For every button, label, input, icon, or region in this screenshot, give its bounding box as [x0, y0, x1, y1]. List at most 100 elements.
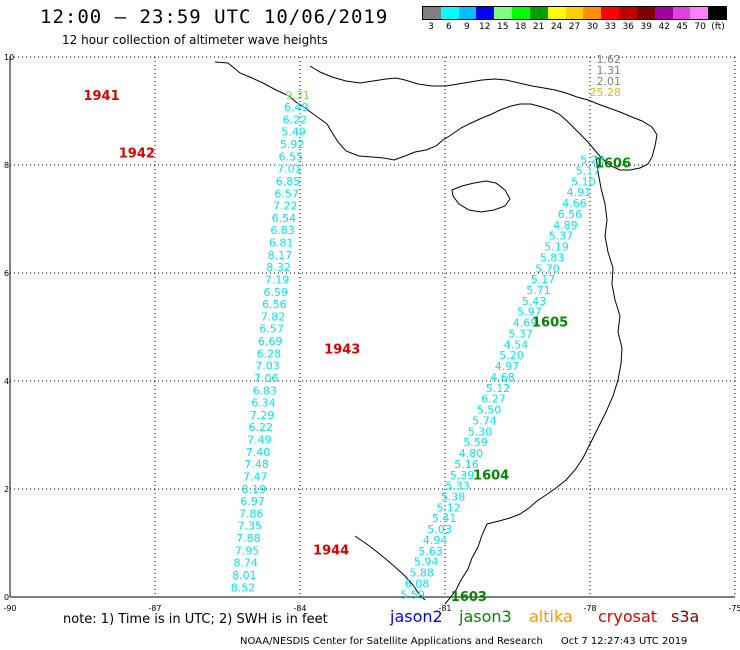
- scale-label: (ft): [711, 22, 725, 32]
- track-value: 5.30: [468, 425, 493, 438]
- coastline: [214, 61, 658, 605]
- legend-cryosat: cryosat: [598, 607, 658, 626]
- track-value: 5.74: [472, 414, 497, 427]
- track-value: 7.40: [246, 446, 271, 459]
- track-value: 5.12: [436, 501, 461, 514]
- track-value: 5.70: [535, 262, 560, 275]
- track-value: 5.59: [463, 436, 488, 449]
- scale-label: 42: [658, 22, 670, 32]
- track-value: 5.97: [517, 306, 542, 319]
- x-tick-label: -78: [583, 604, 596, 613]
- track-value: 6.57: [259, 323, 284, 336]
- track-value: 5.50: [477, 404, 502, 417]
- track-value: 5.38: [441, 490, 466, 503]
- y-tick-label: 10: [4, 53, 14, 62]
- scale-swatch: [619, 7, 637, 19]
- track-value: 5.92: [280, 138, 305, 151]
- time-label: 1606: [595, 156, 631, 171]
- track-value: 5.43: [522, 295, 547, 308]
- scale-label: 3: [428, 22, 434, 32]
- time-label: 1941: [83, 89, 119, 104]
- altimeter-tracks: 9.316.496.225.495.926.557.016.856.577.22…: [231, 89, 605, 601]
- x-tick-label: -87: [148, 604, 161, 613]
- corner-value: 25.28: [590, 86, 622, 99]
- track-value: 6.28: [257, 347, 282, 360]
- track-value: 5.49: [281, 126, 306, 139]
- time-label: 1942: [119, 147, 155, 162]
- track-value: 5.88: [409, 567, 434, 580]
- track-value: 4.66: [562, 197, 587, 210]
- time-label: 1943: [324, 343, 360, 358]
- track-value: 7.29: [250, 409, 275, 422]
- track-value: 9.31: [285, 89, 310, 102]
- track-value: 6.56: [262, 298, 287, 311]
- track-value: 4.80: [459, 447, 484, 460]
- scale-label: 39: [640, 22, 652, 32]
- y-tick-label: 6: [4, 269, 9, 278]
- chart-subtitle: 12 hour collection of altimeter wave hei…: [62, 33, 328, 47]
- track-value: 6.56: [558, 208, 583, 221]
- credit-text: NOAA/NESDIS Center for Satellite Applica…: [240, 636, 543, 647]
- x-tick-label: -75: [728, 604, 740, 613]
- track-value: 7.01: [277, 163, 302, 176]
- scale-swatch: [494, 7, 513, 19]
- track-value: 5.16: [454, 458, 479, 471]
- track-value: 7.95: [235, 544, 260, 557]
- scale-swatch: [601, 7, 620, 19]
- coastline-east: [486, 155, 623, 525]
- credit-timestamp: Oct 7 12:27:43 UTC 2019: [560, 636, 688, 647]
- grid-lines: [9, 56, 736, 598]
- track-value: 5.17: [531, 273, 556, 286]
- track-value: 4.54: [504, 338, 529, 351]
- track-value: 6.22: [248, 421, 273, 434]
- track-value: 4.94: [423, 534, 448, 547]
- track-value: 8.19: [242, 483, 267, 496]
- track-value: 6.97: [240, 495, 265, 508]
- track-value: 6.57: [274, 187, 299, 200]
- scale-swatch: [690, 7, 709, 19]
- color-scale-legend: 3 6 9 12 15 18 21 24 27 30 33 36 39 42 45 70 (ft): [422, 6, 727, 34]
- scale-label: 36: [622, 22, 635, 32]
- track-value: 5.71: [526, 284, 551, 297]
- track-value: 5.03: [427, 523, 452, 536]
- y-tick-label: 8: [4, 161, 9, 170]
- coastline-gulf: [444, 523, 488, 605]
- scale-label: 70: [694, 22, 706, 32]
- scale-swatch: [672, 7, 691, 19]
- track-value: 5.39: [450, 469, 475, 482]
- track-value: 4.97: [495, 360, 520, 373]
- y-tick-label: 0: [4, 593, 9, 602]
- track-value: 5.19: [544, 241, 569, 254]
- scale-swatch: [476, 7, 495, 19]
- track-value: 6.85: [276, 175, 301, 188]
- track-value: 5.94: [414, 556, 439, 569]
- track-value: 6.08: [405, 577, 430, 590]
- track-value: 5.28: [580, 154, 605, 167]
- track-value: 4.69: [513, 317, 538, 330]
- track-value: 5.59: [400, 588, 425, 601]
- track-value: 8.74: [233, 557, 258, 570]
- track-value: 4.89: [553, 219, 578, 232]
- corner-value: 2.01: [597, 75, 622, 88]
- track-value: 7.03: [255, 360, 280, 373]
- scale-label: 15: [497, 22, 509, 32]
- track-value: 5.83: [540, 251, 565, 264]
- scale-label: 30: [586, 22, 599, 32]
- track-value: 4.91: [567, 186, 592, 199]
- track-value: 6.59: [263, 286, 288, 299]
- scale-swatch: [512, 7, 530, 19]
- track-value: 7.88: [236, 532, 261, 545]
- legend-jason2: jason2: [390, 607, 443, 626]
- corner-value: 1.62: [597, 53, 622, 66]
- track-value: 7.86: [239, 507, 264, 520]
- legend-jason3: jason3: [459, 607, 512, 626]
- scale-swatch: [583, 7, 602, 19]
- scale-swatch: [565, 7, 584, 19]
- x-tick-label: -81: [438, 604, 451, 613]
- time-labels: 1941 1942 1943 1944 1606 1605 1604 1603: [83, 89, 631, 605]
- track-value: 7.19: [265, 273, 290, 286]
- track-value: 8.32: [266, 261, 291, 274]
- legend-altika: altika: [529, 607, 573, 626]
